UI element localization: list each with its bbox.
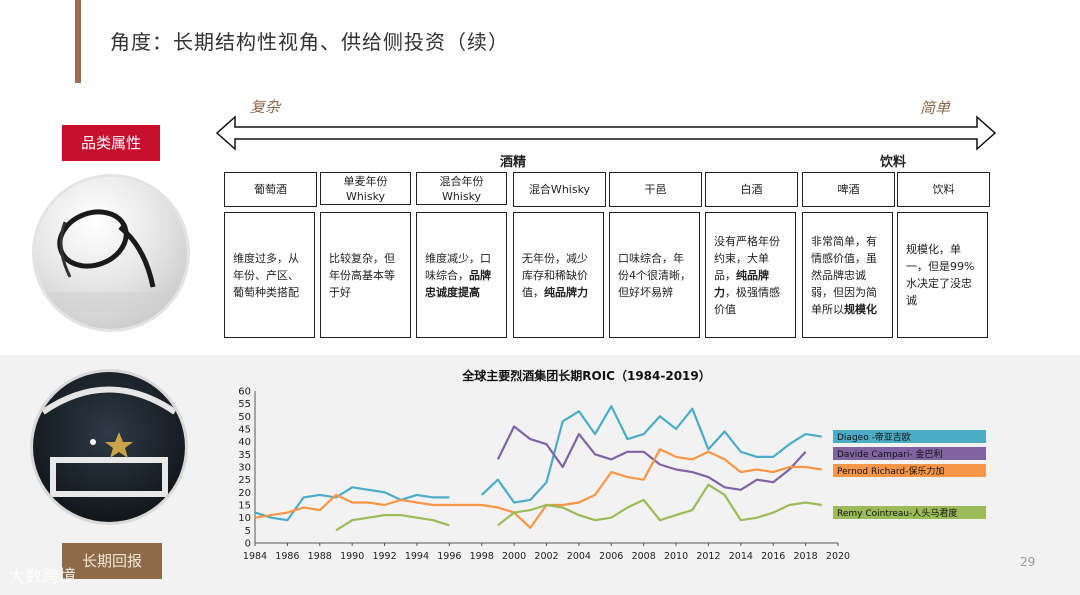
y-tick-label: 15 (238, 501, 251, 512)
x-tick-label: 2014 (729, 551, 753, 562)
desc-cognac: 口味综合，年份4个很清晰，但好坏易辨 (609, 212, 700, 338)
watermark-text: 大数跨境 (8, 567, 76, 587)
legend-swatch (833, 430, 986, 443)
wine-sign-icon (41, 386, 177, 497)
desc-blended-vintage-whisky: 维度减少，口味综合，品牌忠诚度提高 (416, 212, 507, 338)
simple-label: 简单 (920, 99, 951, 117)
category-baijiu: 白酒 (705, 172, 798, 207)
category-attribute-label: 品类属性 (62, 125, 160, 161)
y-tick-label: 0 (245, 539, 251, 550)
category-cognac: 干邑 (609, 172, 702, 207)
desc-wine: 维度过多，从年份、产区、葡萄种类搭配 (224, 212, 315, 338)
x-tick-label: 1994 (405, 551, 429, 562)
wine-shop-photo (33, 372, 185, 522)
y-tick-label: 30 (238, 463, 251, 474)
y-tick-label: 55 (238, 399, 251, 410)
x-tick-label: 2000 (502, 551, 526, 562)
series-line (254, 486, 450, 522)
category-single-malt-whisky: 单麦年份 Whisky (320, 172, 411, 205)
y-tick-label: 35 (238, 450, 251, 461)
title-accent-bar (75, 0, 81, 83)
y-tick-label: 50 (238, 412, 251, 423)
x-tick-label: 1992 (372, 551, 396, 562)
x-tick-label: 2010 (664, 551, 688, 562)
legend-label: Diageo -帝亚吉欧 (837, 431, 911, 443)
category-beverage: 饮料 (897, 172, 990, 207)
category-beer: 啤酒 (802, 172, 895, 207)
legend-label: Pernod Richard-保乐力加 (837, 465, 944, 477)
x-tick-label: 2002 (534, 551, 558, 562)
x-tick-label: 2006 (599, 551, 623, 562)
series-line (497, 483, 822, 527)
beverage-group-label: 饮料 (880, 155, 907, 170)
x-tick-label: 2020 (826, 551, 850, 562)
x-tick-label: 2012 (696, 551, 720, 562)
desc-beer: 非常简单，有情感价值，虽然品牌忠诚弱，但因为简单所以规模化 (802, 212, 893, 338)
desc-beverage: 规模化，单一，但是99%水决定了没忠诚 (897, 212, 988, 338)
desc-single-malt-whisky: 比较复杂，但年份高基本等于好 (320, 212, 411, 338)
long-term-return-label: 长期回报 (62, 543, 162, 579)
x-tick-label: 1990 (340, 551, 364, 562)
x-tick-label: 1988 (308, 551, 332, 562)
legend-label: Remy Cointreau-人头马君度 (837, 507, 957, 519)
y-tick-label: 20 (238, 488, 251, 499)
spirits-group-label: 酒精 (500, 155, 527, 170)
desc-blended-whisky: 无年份，减少库存和稀缺价值，纯品牌力 (513, 212, 604, 338)
glasses-icon (45, 209, 175, 312)
chart-title: 全球主要烈酒集团长期ROIC（1984-2019） (461, 368, 711, 383)
category-wine: 葡萄酒 (224, 172, 317, 207)
x-tick-label: 2016 (761, 551, 785, 562)
y-tick-label: 60 (238, 387, 251, 398)
x-tick-label: 1996 (437, 551, 461, 562)
series-line (480, 405, 822, 504)
x-tick-label: 1998 (470, 551, 494, 562)
series-line (335, 514, 450, 532)
page-title: 角度：长期结构性视角、供给侧投资（续） (110, 30, 509, 54)
series-line (496, 425, 807, 491)
y-tick-label: 5 (245, 526, 251, 537)
y-tick-label: 10 (238, 513, 251, 524)
y-tick-label: 40 (238, 437, 251, 448)
category-blended-whisky: 混合Whisky (513, 172, 606, 207)
x-tick-label: 1986 (275, 551, 299, 562)
y-tick-label: 45 (238, 425, 251, 436)
series-line (254, 448, 822, 529)
category-blended-vintage-whisky: 混合年份 Whisky (416, 172, 507, 205)
x-tick-label: 2004 (567, 551, 591, 562)
legend-swatch (833, 447, 986, 460)
x-tick-label: 2018 (794, 551, 818, 562)
legend-swatch (833, 506, 986, 519)
page-number: 29 (1020, 555, 1036, 569)
legend-swatch (833, 464, 986, 477)
desc-baijiu: 没有严格年份约束，大单品，纯品牌力，极强情感价值 (705, 212, 796, 338)
complexity-double-arrow (215, 115, 997, 151)
x-tick-label: 2008 (632, 551, 656, 562)
glasses-photo (35, 177, 187, 329)
complex-label: 复杂 (250, 98, 281, 116)
x-tick-label: 1984 (243, 551, 267, 562)
legend-label: Davide Campari- 金巴利 (837, 448, 943, 460)
y-tick-label: 25 (238, 475, 251, 486)
